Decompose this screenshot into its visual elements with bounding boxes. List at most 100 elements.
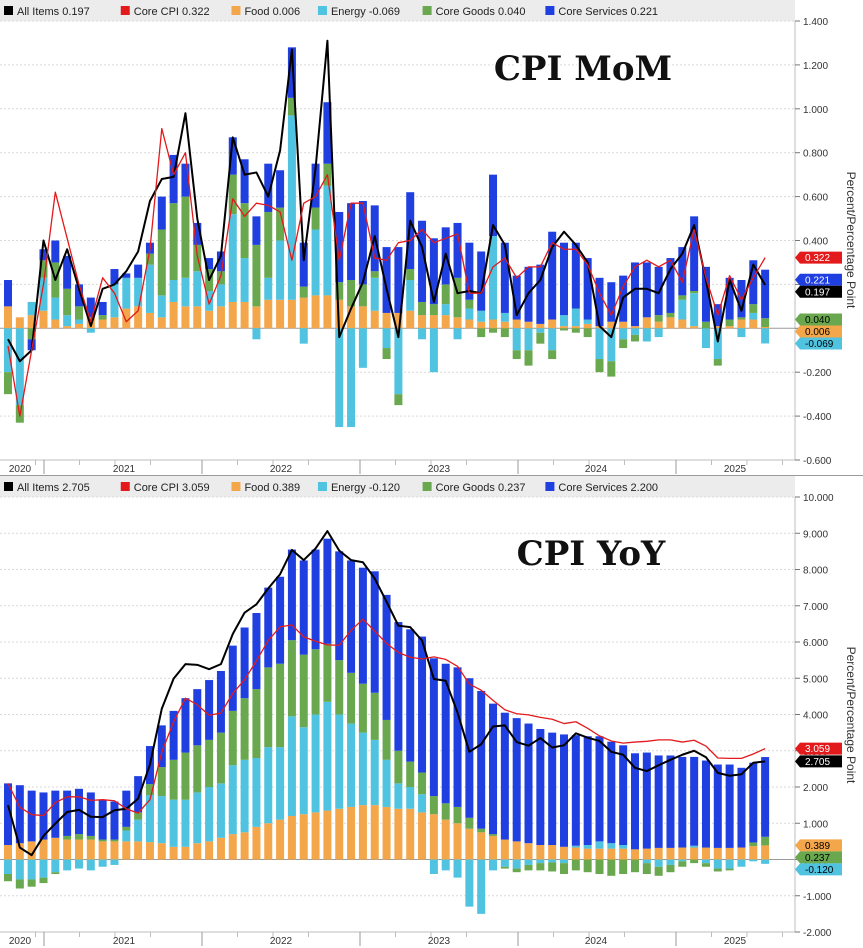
bar-energy [571, 845, 580, 848]
bar-stack-2021-06 [181, 163, 190, 329]
legend: All Items 2.705 Core CPI 3.059 Food 0.389 E… [4, 482, 658, 494]
bar-stack-2025-02 [701, 266, 710, 349]
bar-goods [406, 269, 415, 281]
bar-food [74, 839, 83, 860]
bar-energy [701, 328, 710, 349]
bar-food [276, 819, 285, 860]
bar-stack-2023-07 [477, 690, 486, 914]
bar-stack-2022-06 [323, 102, 332, 329]
bar-stack-2022-10 [370, 205, 379, 329]
bar-food [145, 312, 154, 329]
bar-goods [145, 253, 154, 265]
bar-food [607, 321, 616, 329]
bar-stack-2020-06 [39, 249, 48, 329]
bar-services [678, 247, 687, 296]
bar-stack-2023-12 [536, 264, 545, 344]
bar-food [51, 837, 60, 860]
bar-stack-2023-03 [429, 658, 438, 874]
bar-goods [394, 394, 403, 406]
bar-stack-2022-05 [311, 163, 320, 329]
bar-stack-2024-03 [571, 735, 580, 871]
bar-stack-2023-09 [500, 242, 509, 338]
bar-services [607, 282, 616, 322]
bar-stack-2025-04 [725, 764, 734, 871]
bar-goods [465, 817, 474, 829]
bar-food [678, 319, 687, 329]
badge-bg [795, 313, 842, 326]
panel-cpi-mom: All Items 0.197 Core CPI 0.322 Food 0.006 E… [0, 0, 858, 475]
bar-services [701, 266, 710, 322]
bar-goods [157, 767, 166, 797]
bar-services [512, 275, 521, 320]
bar-stack-2024-09 [642, 262, 651, 342]
bar-food [323, 810, 332, 860]
y-axis-label: Percent/Percentage Point [844, 172, 858, 309]
bar-goods [536, 863, 545, 871]
bar-food [240, 832, 249, 860]
bar-stack-2021-12 [252, 613, 261, 860]
bar-services [169, 154, 178, 204]
bar-food [512, 319, 521, 329]
bar-stack-2025-07 [761, 757, 770, 864]
bar-services [110, 801, 119, 840]
bar-food [418, 812, 427, 860]
bar-energy [134, 277, 143, 307]
bar-goods [500, 328, 509, 338]
bar-food [323, 295, 332, 329]
bar-energy [429, 859, 438, 874]
bar-services [465, 242, 474, 300]
bar-stack-2025-02 [701, 760, 710, 867]
bar-energy [240, 258, 249, 302]
bar-stack-2020-12 [110, 801, 119, 865]
bar-services [571, 735, 580, 846]
bar-services [240, 627, 249, 699]
bar-services [205, 258, 214, 270]
bar-goods [607, 361, 616, 377]
bar-food [15, 843, 24, 860]
legend-item-core: Core CPI 3.059 [120, 482, 210, 494]
bar-services [4, 783, 12, 846]
bar-goods [619, 339, 628, 349]
bar-energy [98, 859, 107, 867]
bar-services [98, 301, 107, 316]
bar-goods [548, 350, 557, 360]
y-tick-label: 1.000 [803, 819, 828, 830]
bar-stack-2022-01 [264, 163, 273, 329]
bar-food [619, 321, 628, 329]
bar-stack-2021-01 [122, 790, 131, 860]
bar-services [228, 645, 237, 711]
bar-goods [560, 863, 569, 875]
bar-food [500, 321, 509, 329]
bar-services [500, 242, 509, 313]
bar-goods [39, 877, 48, 884]
bar-energy [441, 859, 450, 871]
y-axis-label: Percent/Percentage Point [844, 647, 858, 784]
bar-energy [429, 328, 438, 373]
legend-strip [0, 476, 795, 497]
line-all [7, 530, 766, 857]
bar-goods [39, 260, 48, 278]
bar-stack-2024-01 [548, 732, 557, 872]
bar-energy [134, 819, 143, 842]
bar-services [323, 102, 332, 164]
bar-food [358, 805, 367, 860]
bar-energy [418, 794, 427, 813]
bar-food [347, 306, 356, 329]
badge-bg [795, 285, 842, 298]
bar-services [453, 222, 462, 278]
bar-stack-2020-08 [63, 255, 72, 329]
bar-goods [299, 654, 308, 728]
bar-services [548, 231, 557, 320]
bar-stack-2020-09 [74, 788, 83, 869]
bar-energy [654, 328, 663, 338]
badge-bg [795, 337, 842, 350]
bar-stack-2020-05 [27, 790, 36, 887]
bar-goods [276, 663, 285, 748]
bar-stack-2022-03 [287, 47, 296, 329]
bar-food [205, 310, 214, 329]
bar-goods [512, 868, 521, 873]
bar-services [536, 729, 545, 845]
bar-stack-2020-10 [86, 792, 95, 871]
bar-services [358, 200, 367, 285]
badge-0.040: 0.040 [795, 313, 842, 326]
